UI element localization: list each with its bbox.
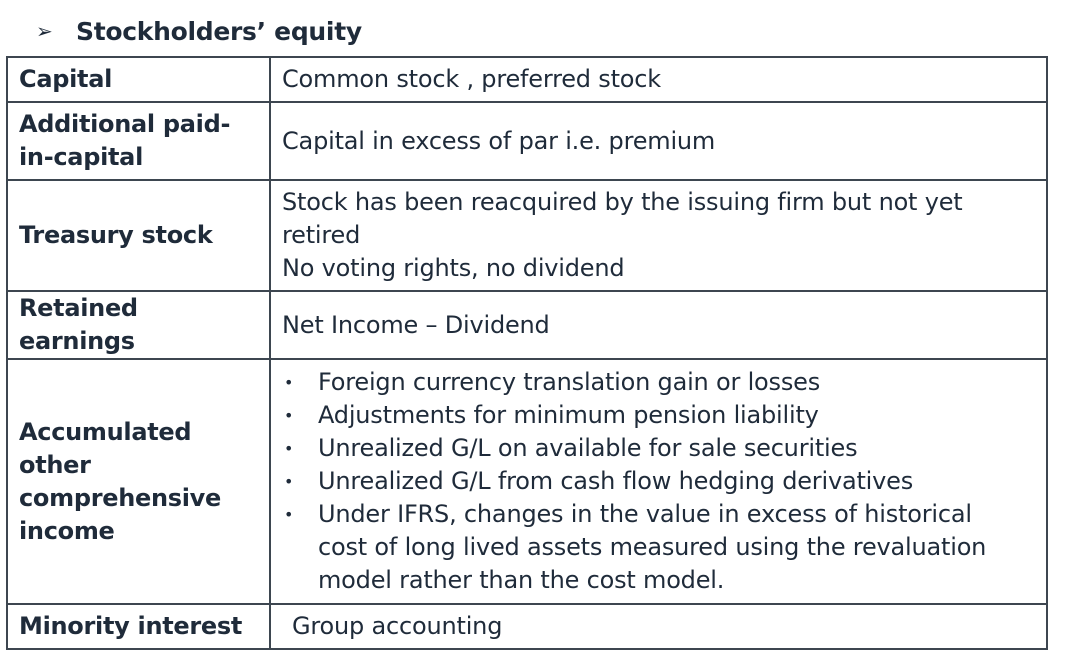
table-row: Minority interest Group accounting (6, 603, 1048, 650)
bullet-icon: • (284, 505, 294, 524)
label-line: Accumulated (19, 417, 192, 446)
description-line: Stock has been reacquired by the issuing… (282, 188, 963, 216)
bullet-text: model rather than the cost model. (318, 566, 725, 594)
table-row: Treasury stock Stock has been reacquired… (6, 179, 1048, 292)
row-label: Retained earnings (6, 290, 271, 360)
list-item: • Unrealized G/L from cash flow hedging … (282, 465, 1036, 498)
row-label: Additional paid- in-capital (6, 101, 271, 181)
bullet-text: cost of long lived assets measured using… (318, 533, 987, 561)
description-line: Group accounting (292, 612, 503, 640)
bullet-text: Under IFRS, changes in the value in exce… (318, 500, 972, 528)
row-description: Net Income – Dividend (269, 290, 1048, 360)
table-row: Capital Common stock , preferred stock (6, 56, 1048, 103)
table-row: Retained earnings Net Income – Dividend (6, 290, 1048, 360)
label-line: Additional paid- (19, 110, 231, 138)
bullet-icon: • (284, 472, 294, 491)
label-line: income (19, 516, 115, 545)
list-item: • Foreign currency translation gain or l… (282, 366, 1036, 399)
bullet-text: Unrealized G/L on available for sale sec… (318, 434, 858, 462)
bullet-text: Foreign currency translation gain or los… (318, 368, 821, 396)
row-label: Capital (6, 56, 271, 103)
bullet-list: • Foreign currency translation gain or l… (282, 366, 1036, 597)
description-line: Net Income – Dividend (282, 310, 550, 339)
description-line: retired (282, 221, 361, 249)
bullet-icon: • (284, 439, 294, 458)
table-row: Accumulated other comprehensive income •… (6, 358, 1048, 605)
description-line: Common stock , preferred stock (282, 65, 661, 93)
row-label: Minority interest (6, 603, 271, 650)
row-description: Capital in excess of par i.e. premium (269, 101, 1048, 181)
heading-title: Stockholders’ equity (76, 16, 362, 46)
stockholders-equity-table: Capital Common stock , preferred stock A… (6, 56, 1048, 650)
label-line: comprehensive (19, 483, 221, 512)
table-row: Additional paid- in-capital Capital in e… (6, 101, 1048, 181)
section-heading: ➢ Stockholders’ equity (36, 14, 362, 48)
arrow-bullet-icon: ➢ (36, 19, 53, 43)
description-line: No voting rights, no dividend (282, 254, 625, 282)
bullet-icon: • (284, 406, 294, 425)
description-line: Capital in excess of par i.e. premium (282, 126, 716, 155)
row-label: Treasury stock (6, 179, 271, 292)
bullet-icon: • (284, 373, 294, 392)
row-description: Group accounting (269, 603, 1048, 650)
bullet-text: Unrealized G/L from cash flow hedging de… (318, 467, 914, 495)
label-line: in-capital (19, 143, 143, 171)
bullet-text: Adjustments for minimum pension liabilit… (318, 401, 819, 429)
list-item: • Adjustments for minimum pension liabil… (282, 399, 1036, 432)
row-description: Stock has been reacquired by the issuing… (269, 179, 1048, 292)
row-description: • Foreign currency translation gain or l… (269, 358, 1048, 605)
row-label: Accumulated other comprehensive income (6, 358, 271, 605)
list-item: • Under IFRS, changes in the value in ex… (282, 498, 1036, 597)
label-line: other (19, 450, 91, 479)
row-description: Common stock , preferred stock (269, 56, 1048, 103)
list-item: • Unrealized G/L on available for sale s… (282, 432, 1036, 465)
